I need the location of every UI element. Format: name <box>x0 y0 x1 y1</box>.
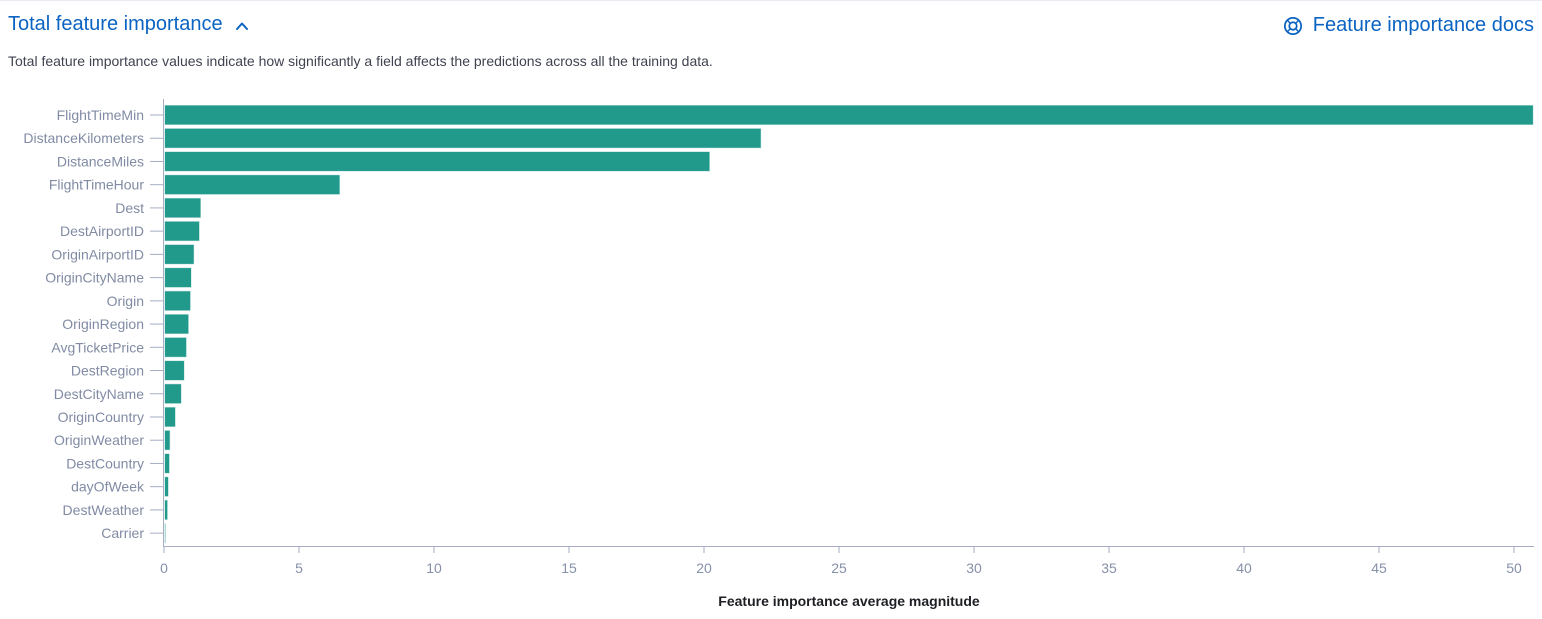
help-lifebuoy-icon <box>1282 15 1304 37</box>
bar-Dest[interactable] <box>164 197 202 219</box>
y-tick-label: OriginCityName <box>45 270 144 286</box>
y-tick-label: DestCityName <box>54 386 144 402</box>
bar-OriginAirportID[interactable] <box>164 243 195 265</box>
y-tick-label: FlightTimeHour <box>49 177 145 193</box>
bar-DestRegion[interactable] <box>164 360 185 382</box>
x-tick-label: 10 <box>426 560 442 576</box>
bar-DestWeather[interactable] <box>164 499 169 521</box>
feature-importance-bar-chart: FlightTimeMin DistanceKilometers DistanceM… <box>23 99 1534 609</box>
bar-OriginRegion[interactable] <box>164 313 190 335</box>
docs-link-label: Feature importance docs <box>1312 14 1534 36</box>
x-tick-label: 50 <box>1506 560 1522 576</box>
bar-FlightTimeMin[interactable] <box>164 104 1534 126</box>
bar-DestCityName[interactable] <box>164 383 183 405</box>
y-tick-label: DistanceKilometers <box>23 130 144 146</box>
y-tick-label: Origin <box>107 293 144 309</box>
y-tick-label: OriginWeather <box>54 432 144 448</box>
feature-importance-docs-link[interactable]: Feature importance docs <box>1282 14 1534 37</box>
bar-Origin[interactable] <box>164 290 192 312</box>
y-tick-label: Carrier <box>101 525 144 541</box>
bar-DestCountry[interactable] <box>164 452 171 474</box>
y-tick-label: OriginRegion <box>62 316 144 332</box>
y-tick-label: AvgTicketPrice <box>51 339 144 355</box>
y-tick-label: dayOfWeek <box>71 479 145 495</box>
panel-description: Total feature importance values indicate… <box>8 53 713 69</box>
y-tick-label: Dest <box>115 200 144 216</box>
bar-dayOfWeek[interactable] <box>164 476 170 498</box>
bar-OriginCountry[interactable] <box>164 406 177 428</box>
x-tick-label: 40 <box>1236 560 1252 576</box>
bar-OriginWeather[interactable] <box>164 429 171 451</box>
section-title: Total feature importance <box>8 13 223 35</box>
x-tick-label: 35 <box>1101 560 1117 576</box>
x-tick-label: 15 <box>561 560 577 576</box>
x-tick-label: 5 <box>295 560 303 576</box>
x-tick-label: 20 <box>696 560 712 576</box>
y-tick-label: DestWeather <box>63 502 145 518</box>
bar-DestAirportID[interactable] <box>164 220 201 242</box>
bar-OriginCityName[interactable] <box>164 267 192 289</box>
y-tick-label: FlightTimeMin <box>57 107 144 123</box>
bar-DistanceMiles[interactable] <box>164 150 711 172</box>
y-tick-label: DestRegion <box>71 363 144 379</box>
y-tick-label: OriginCountry <box>58 409 144 425</box>
bar-Carrier[interactable] <box>164 522 167 544</box>
accordion-toggle-total-feature-importance[interactable]: Total feature importance <box>8 13 250 36</box>
bar-FlightTimeHour[interactable] <box>164 174 341 196</box>
bar-AvgTicketPrice[interactable] <box>164 336 188 358</box>
bar-DistanceKilometers[interactable] <box>164 127 762 149</box>
y-tick-label: DistanceMiles <box>57 153 144 169</box>
chevron-up-icon <box>234 20 250 32</box>
x-tick-label: 30 <box>966 560 982 576</box>
y-tick-label: OriginAirportID <box>51 246 144 262</box>
y-tick-label: DestCountry <box>66 455 144 471</box>
x-tick-label: 45 <box>1371 560 1387 576</box>
x-tick-label: 0 <box>160 560 168 576</box>
x-tick-label: 25 <box>831 560 847 576</box>
y-tick-label: DestAirportID <box>60 223 144 239</box>
x-axis-title: Feature importance average magnitude <box>718 593 980 609</box>
